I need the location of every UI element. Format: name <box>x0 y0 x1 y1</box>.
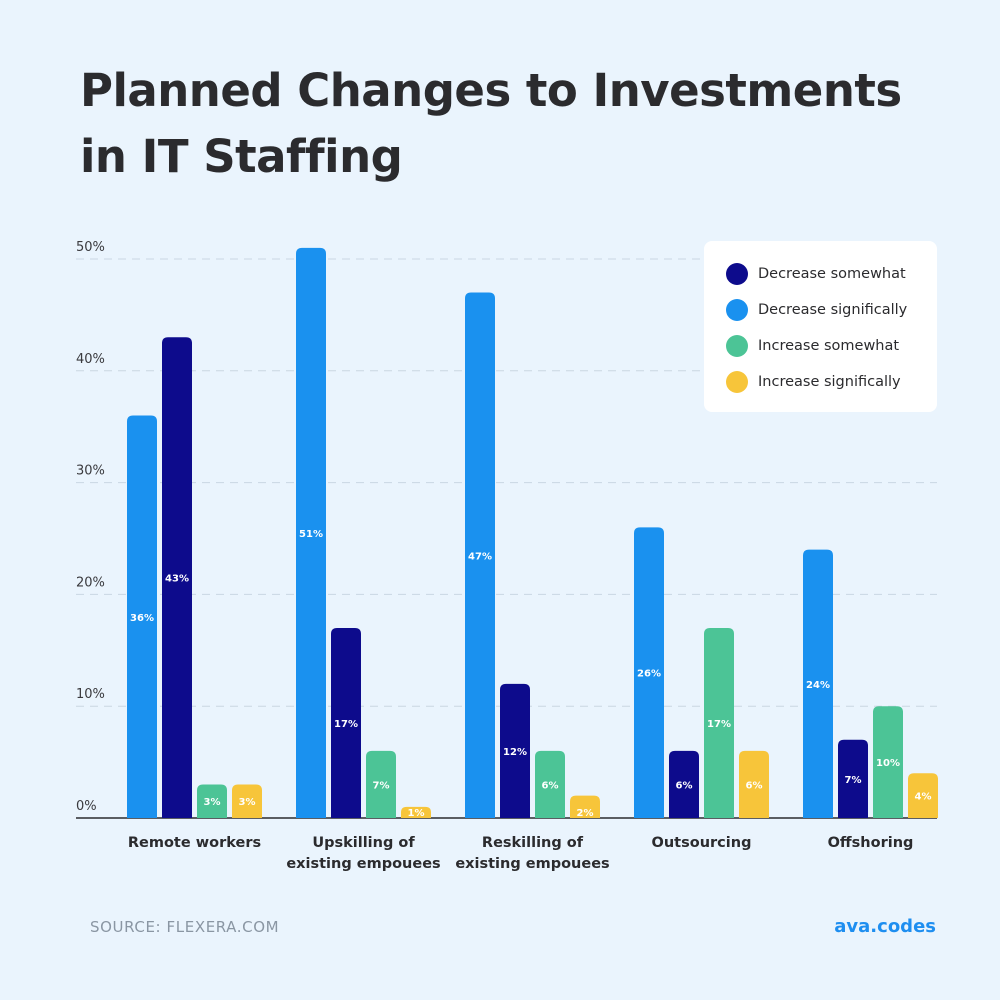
bar-increase-significantly <box>570 795 600 818</box>
data-label: 17% <box>707 719 731 730</box>
data-label: 6% <box>676 780 693 791</box>
source-note: SOURCE: FLEXERA.COM <box>90 918 280 936</box>
data-label: 10% <box>876 758 900 769</box>
bar-increase-somewhat <box>704 627 734 818</box>
legend-label: Increase significally <box>758 374 901 390</box>
category-label: Remote workers <box>128 835 261 851</box>
bar-decrease-somewhat <box>669 750 699 818</box>
y-tick-label: 50% <box>76 240 105 255</box>
chart-title: Planned Changes to Investments in IT Sta… <box>80 58 970 190</box>
data-label: 26% <box>637 669 661 680</box>
legend-item: Increase somewhat <box>726 335 899 357</box>
bar-decrease-significantly <box>634 527 664 818</box>
category-label: Upskilling of <box>312 835 415 851</box>
legend-swatch <box>726 299 748 321</box>
legend-swatch <box>726 335 748 357</box>
bar-increase-somewhat <box>535 750 565 818</box>
bar-decrease-somewhat <box>162 337 192 818</box>
category-label: existing empouees <box>286 856 440 872</box>
data-label: 12% <box>503 747 527 758</box>
legend-label: Decrease somewhat <box>758 266 906 282</box>
data-label: 47% <box>468 551 492 562</box>
bar-increase-significantly <box>232 784 262 818</box>
y-tick-label: 10% <box>76 687 105 702</box>
data-label: 3% <box>239 797 256 808</box>
bar-decrease-significantly <box>296 247 326 818</box>
bar-decrease-significantly <box>803 549 833 818</box>
bar-decrease-somewhat <box>500 683 530 818</box>
legend-swatch <box>726 263 748 285</box>
legend-item: Decrease significally <box>726 299 907 321</box>
data-label: 6% <box>746 780 763 791</box>
bar-decrease-significantly <box>127 415 157 818</box>
y-tick-label: 30% <box>76 464 105 479</box>
data-label: 1% <box>408 808 425 819</box>
chart-title-line-1: Planned Changes to Investments <box>80 64 902 117</box>
legend-label: Decrease significally <box>758 302 908 318</box>
chart-title-line-2: in IT Staffing <box>80 130 403 183</box>
bar-increase-somewhat <box>873 706 903 818</box>
data-label: 36% <box>130 613 154 624</box>
category-label: Reskilling of <box>482 835 584 851</box>
category-label: Offshoring <box>828 835 914 851</box>
category-label: existing empouees <box>455 856 609 872</box>
bar-increase-significantly <box>908 773 938 818</box>
data-label: 3% <box>204 797 221 808</box>
data-label: 24% <box>806 680 830 691</box>
y-tick-label: 0% <box>76 799 97 814</box>
bar-increase-somewhat <box>197 784 227 818</box>
bar-increase-somewhat <box>366 750 396 818</box>
brand-logo[interactable]: ava.codes <box>834 916 936 937</box>
data-label: 2% <box>577 808 594 819</box>
data-label: 43% <box>165 574 189 585</box>
legend-label: Increase somewhat <box>758 338 900 354</box>
legend-item: Decrease somewhat <box>726 263 906 285</box>
bar-increase-significantly <box>401 806 431 818</box>
data-label: 7% <box>373 780 390 791</box>
bar-decrease-significantly <box>465 292 495 818</box>
y-tick-label: 40% <box>76 352 105 367</box>
bar-decrease-somewhat <box>838 739 868 818</box>
legend-item: Increase significally <box>726 371 901 393</box>
data-label: 6% <box>542 780 559 791</box>
legend-swatch <box>726 371 748 393</box>
y-tick-label: 20% <box>76 575 105 590</box>
bar-decrease-somewhat <box>331 627 361 818</box>
data-label: 51% <box>299 529 323 540</box>
bar-increase-significantly <box>739 750 769 818</box>
data-label: 7% <box>845 775 862 786</box>
data-label: 17% <box>334 719 358 730</box>
category-label: Outsourcing <box>652 835 752 851</box>
data-label: 4% <box>915 792 932 803</box>
chart-legend: Decrease somewhat Decrease significally In… <box>704 241 937 412</box>
